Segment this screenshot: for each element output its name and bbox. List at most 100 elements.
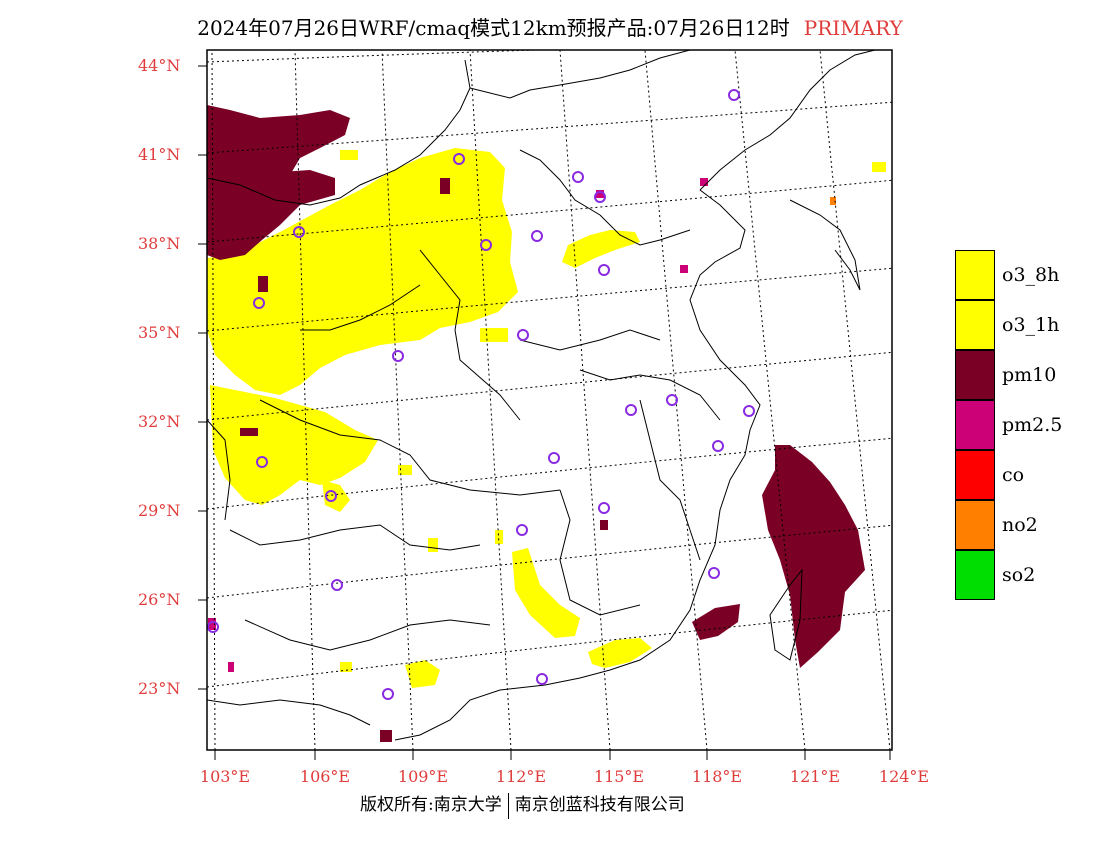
o3-area-southwest	[210, 385, 378, 505]
pm10-spot	[258, 276, 268, 292]
lat-label-29: 29°N	[138, 501, 181, 520]
longitude-line-115	[559, 50, 611, 750]
border-inner-10	[579, 369, 721, 421]
longitude-line-106	[294, 50, 316, 750]
border-inner-mongolia	[469, 50, 691, 99]
longitude-line-109	[381, 50, 414, 750]
legend-label: pm10	[1002, 364, 1057, 386]
o3-area-hunan-guangxi	[512, 548, 580, 638]
station-marker	[598, 502, 610, 514]
pm25-spot	[208, 618, 216, 630]
lat-label-32: 32°N	[138, 412, 181, 431]
station-marker	[712, 440, 724, 452]
latitude-line-35	[207, 267, 892, 332]
longitude-line-124	[819, 50, 891, 750]
latitude-line-26	[207, 524, 892, 599]
lat-label-26: 26°N	[138, 590, 181, 609]
legend-label: co	[1002, 464, 1025, 486]
lon-label-106: 106°E	[299, 767, 351, 786]
lat-label-44: 44°N	[138, 56, 181, 75]
o3-area-hebei	[562, 230, 640, 268]
station-marker	[325, 490, 337, 502]
legend-swatch	[955, 400, 995, 450]
o3-area-guangxi-south	[405, 660, 440, 688]
pm25-spot	[228, 662, 234, 672]
border-mongolia	[207, 59, 471, 206]
title-tag: PRIMARY	[803, 16, 903, 40]
border-inner-4	[519, 329, 661, 351]
legend-swatch	[955, 250, 995, 300]
lat-label-38: 38°N	[138, 234, 181, 253]
border-inner-5	[559, 489, 641, 616]
pm10-spot	[600, 520, 608, 530]
station-marker	[253, 297, 265, 309]
latitude-line-38	[207, 179, 892, 243]
station-marker	[392, 350, 404, 362]
station-marker	[531, 230, 543, 242]
latitude-line-23	[207, 609, 892, 688]
station-marker	[256, 456, 268, 468]
station-marker	[728, 89, 740, 101]
latitude-line-29	[207, 437, 892, 510]
no2-spot	[830, 197, 836, 205]
pm25-area-layer	[208, 178, 708, 672]
border-inner-8	[244, 619, 491, 651]
border-coastline	[394, 189, 761, 741]
legend-label: o3_8h	[1002, 264, 1060, 286]
lon-label-124: 124°E	[878, 767, 930, 786]
lon-label-103: 103°E	[199, 767, 251, 786]
station-marker	[743, 405, 755, 417]
legend-label: no2	[1002, 514, 1038, 536]
province-borders	[207, 50, 876, 741]
map-frame	[206, 49, 893, 751]
station-markers	[207, 89, 755, 700]
legend-label: pm2.5	[1002, 414, 1063, 436]
map-title: 2024年07月26日WRF/cmaq模式12km预报产品:07月26日12时 P…	[0, 12, 1100, 41]
station-marker	[572, 171, 584, 183]
o3-spot	[340, 150, 358, 160]
legend-swatch	[955, 500, 995, 550]
station-marker	[453, 153, 465, 165]
station-marker	[382, 688, 394, 700]
pm25-spot	[680, 265, 688, 273]
station-marker	[548, 452, 560, 464]
border-korea	[789, 199, 861, 291]
border-inner-6	[639, 399, 701, 561]
o3-area-guangdong	[588, 638, 652, 668]
border-inner-1	[419, 249, 521, 421]
border-inner-7	[229, 524, 481, 551]
border-vietnam	[207, 699, 371, 726]
o3-spot	[398, 465, 412, 475]
pm10-spot	[440, 178, 450, 194]
o3-spot	[428, 538, 438, 552]
title-text: 2024年07月26日WRF/cmaq模式12km预报产品:07月26日12时	[197, 16, 790, 40]
footer-divider	[507, 792, 509, 819]
o3-spot	[495, 530, 503, 544]
latitude-line-32	[207, 351, 892, 421]
legend-swatch	[955, 300, 995, 350]
pm25-spot	[596, 190, 604, 198]
lon-label-121: 121°E	[789, 767, 841, 786]
latitude-line-41	[207, 101, 892, 154]
station-marker	[293, 226, 305, 238]
legend-swatch	[955, 450, 995, 500]
pm10-area-fujian-coast	[692, 604, 740, 640]
station-marker	[625, 404, 637, 416]
station-marker	[517, 329, 529, 341]
station-marker	[594, 191, 606, 203]
o3-area-north	[207, 148, 518, 395]
o3-spot	[340, 662, 352, 672]
border-inner-2	[300, 284, 421, 331]
graticule	[207, 50, 892, 750]
pm10-area-east-sea	[762, 445, 865, 668]
station-marker	[598, 264, 610, 276]
pm10-spot	[240, 428, 258, 436]
legend-swatch	[955, 350, 995, 400]
copyright-right: 南京创蓝科技有限公司	[514, 795, 685, 815]
legend-swatch	[955, 550, 995, 600]
lon-label-109: 109°E	[397, 767, 449, 786]
lat-label-23: 23°N	[138, 679, 181, 698]
axis-ticks	[198, 65, 891, 760]
border-inner-11	[207, 419, 231, 521]
longitude-line-121	[734, 50, 806, 750]
